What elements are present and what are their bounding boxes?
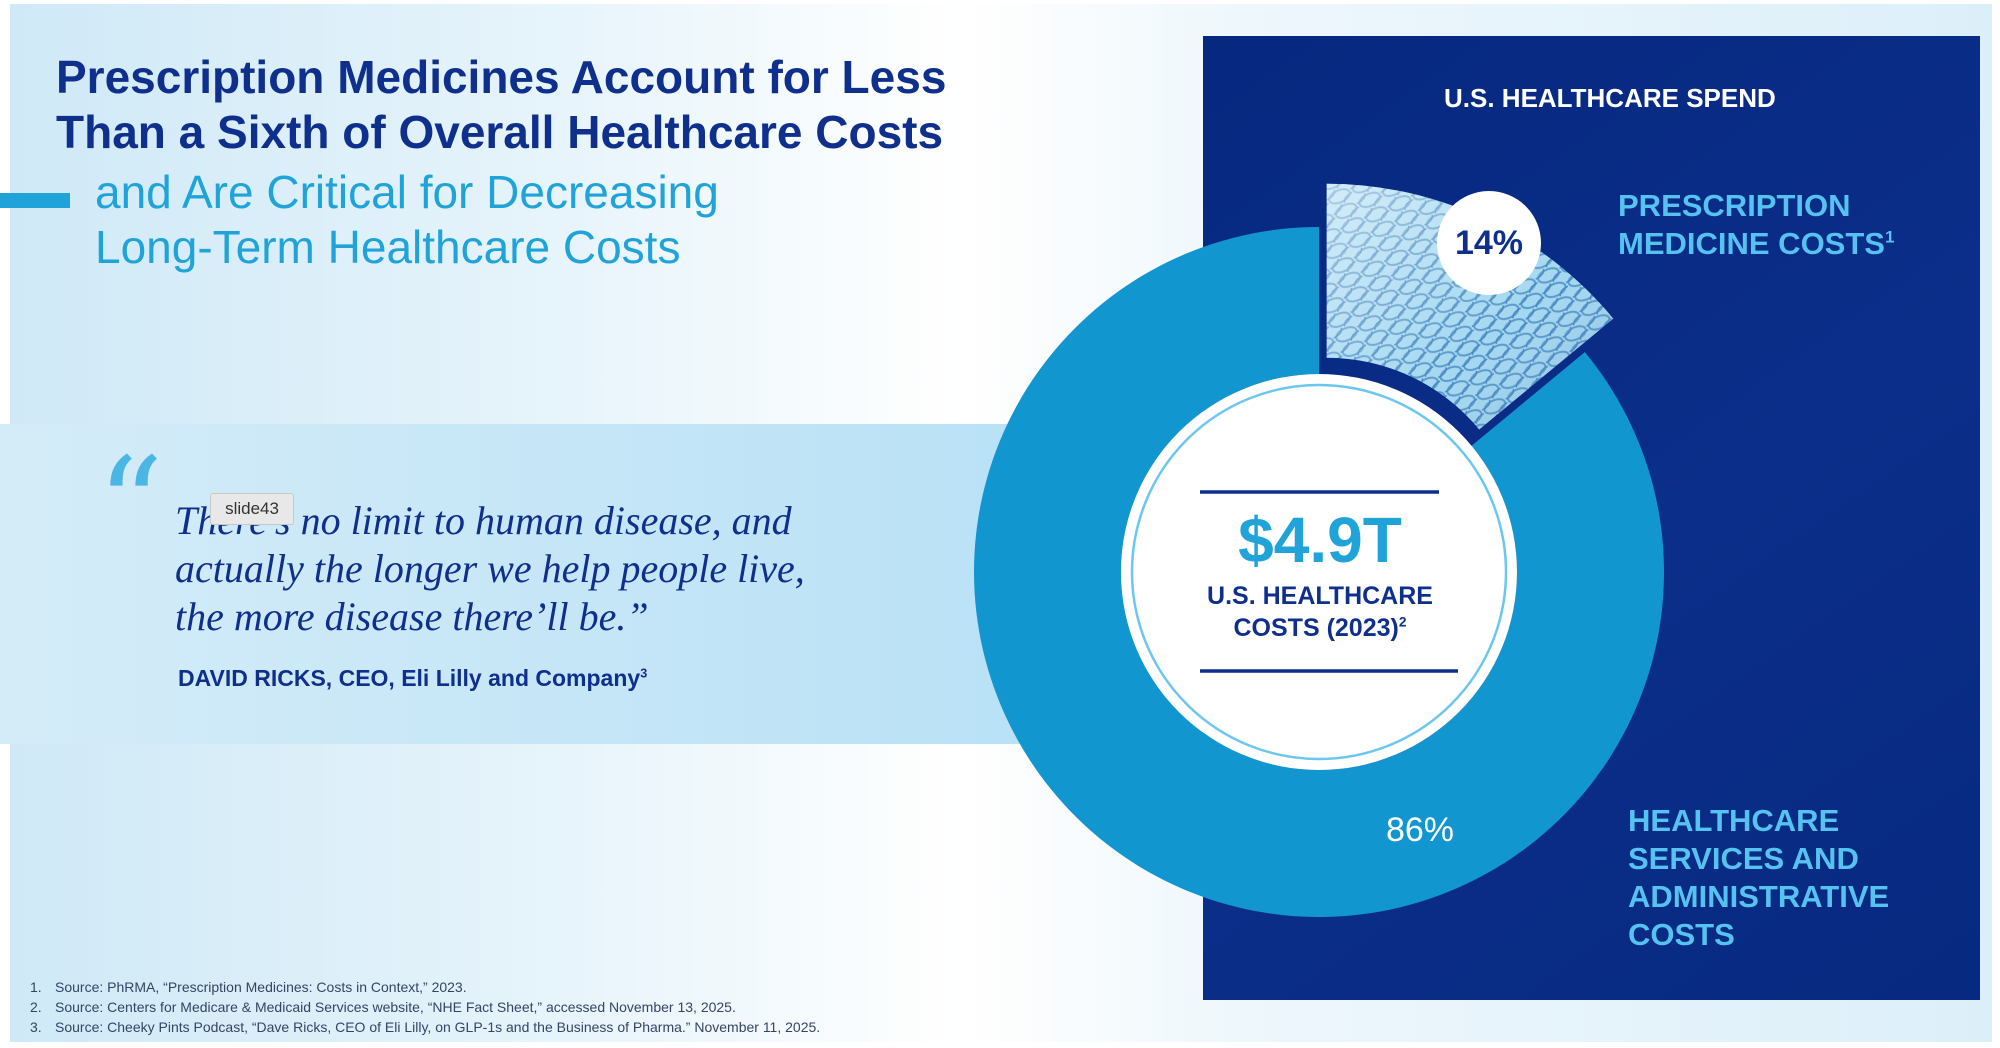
legend-prescription-line-1: PRESCRIPTION [1618,188,1851,223]
footnote-text: Source: Centers for Medicare & Medicaid … [55,999,736,1015]
legend-prescription-footnote: 1 [1884,227,1895,247]
footnote-2: 2. Source: Centers for Medicare & Medicai… [30,997,820,1017]
slice-label-prescription: 14% [1454,224,1524,262]
donut-center-ring [1130,383,1508,761]
footnotes: 1. Source: PhRMA, “Prescription Medicines… [30,977,820,1037]
legend-prescription-line-2-text: MEDICINE COSTS [1618,226,1885,261]
title-line-1: Prescription Medicines Account for Less [56,51,947,103]
legend-services: HEALTHCARE SERVICES AND ADMINISTRATIVE C… [1628,802,1889,954]
total-label-footnote: 2 [1398,614,1407,630]
footnote-1: 1. Source: PhRMA, “Prescription Medicines… [30,977,820,997]
accent-bar [0,193,70,208]
total-label-line-2-text: COSTS (2023) [1233,614,1399,642]
slide-title: Prescription Medicines Account for Less … [56,50,1056,160]
legend-prescription-line-2: MEDICINE COSTS1 [1618,225,1894,263]
quote-author: DAVID RICKS, CEO, Eli Lilly and Company3 [178,665,647,692]
legend-services-line-2: SERVICES AND [1628,841,1859,876]
slide-tag-tooltip: slide43 [210,493,294,525]
slide-subtitle: and Are Critical for Decreasing Long-Ter… [95,165,1095,275]
footnote-number: 2. [30,999,42,1015]
subtitle-line-1: and Are Critical for Decreasing [95,166,719,218]
footnote-number: 3. [30,1019,42,1035]
quote-mark-icon: “ [97,429,164,581]
quote-line-3: the more disease there’ll be.” [175,594,649,639]
legend-prescription: PRESCRIPTION MEDICINE COSTS1 [1618,187,1894,263]
quote-author-footnote: 3 [640,666,648,681]
rx-value-badge [1437,191,1541,295]
slice-label-services: 86% [1385,811,1455,849]
footnote-text: Source: PhRMA, “Prescription Medicines: … [55,979,467,995]
footnote-3: 3. Source: Cheeky Pints Podcast, “Dave Ri… [30,1017,820,1037]
total-label: U.S. HEALTHCARE COSTS (2023)2 [1170,580,1470,644]
quote-band [0,424,1040,744]
quote-line-2: actually the longer we help people live, [175,546,805,591]
legend-services-line-4: COSTS [1628,917,1735,952]
total-label-line-2: COSTS (2023)2 [1170,612,1470,644]
footnote-number: 1. [30,979,42,995]
title-line-2: Than a Sixth of Overall Healthcare Costs [56,106,944,158]
total-value: $4.9T [1238,504,1402,576]
legend-services-line-1: HEALTHCARE [1628,803,1840,838]
total-label-line-1: U.S. HEALTHCARE [1207,582,1433,610]
subtitle-line-2: Long-Term Healthcare Costs [95,221,681,273]
slice-services [974,227,1664,917]
panel-title: U.S. HEALTHCARE SPEND [1444,83,1776,113]
footnote-text: Source: Cheeky Pints Podcast, “Dave Rick… [55,1019,821,1035]
legend-services-line-3: ADMINISTRATIVE [1628,879,1890,914]
slice-prescription-sheen [1326,183,1614,430]
quote-author-name: DAVID RICKS, CEO, Eli Lilly and Company [178,665,641,691]
